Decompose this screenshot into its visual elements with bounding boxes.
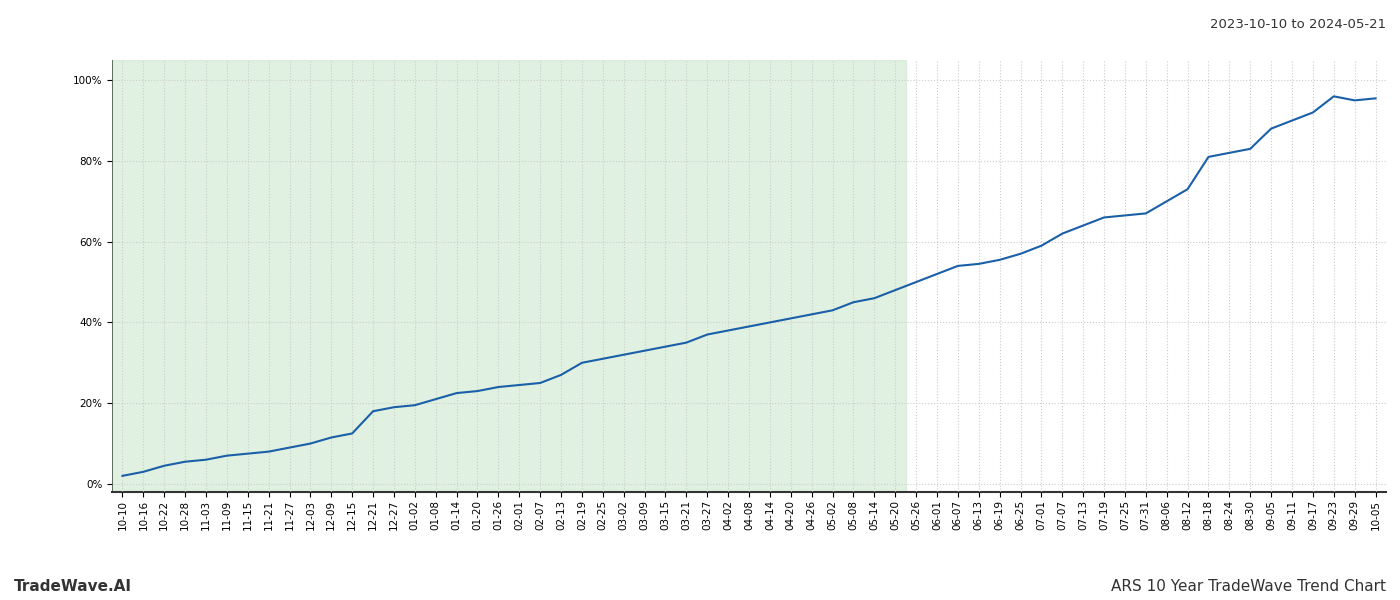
Text: ARS 10 Year TradeWave Trend Chart: ARS 10 Year TradeWave Trend Chart — [1112, 579, 1386, 594]
Text: TradeWave.AI: TradeWave.AI — [14, 579, 132, 594]
Text: 2023-10-10 to 2024-05-21: 2023-10-10 to 2024-05-21 — [1210, 18, 1386, 31]
Bar — [112, 60, 906, 492]
